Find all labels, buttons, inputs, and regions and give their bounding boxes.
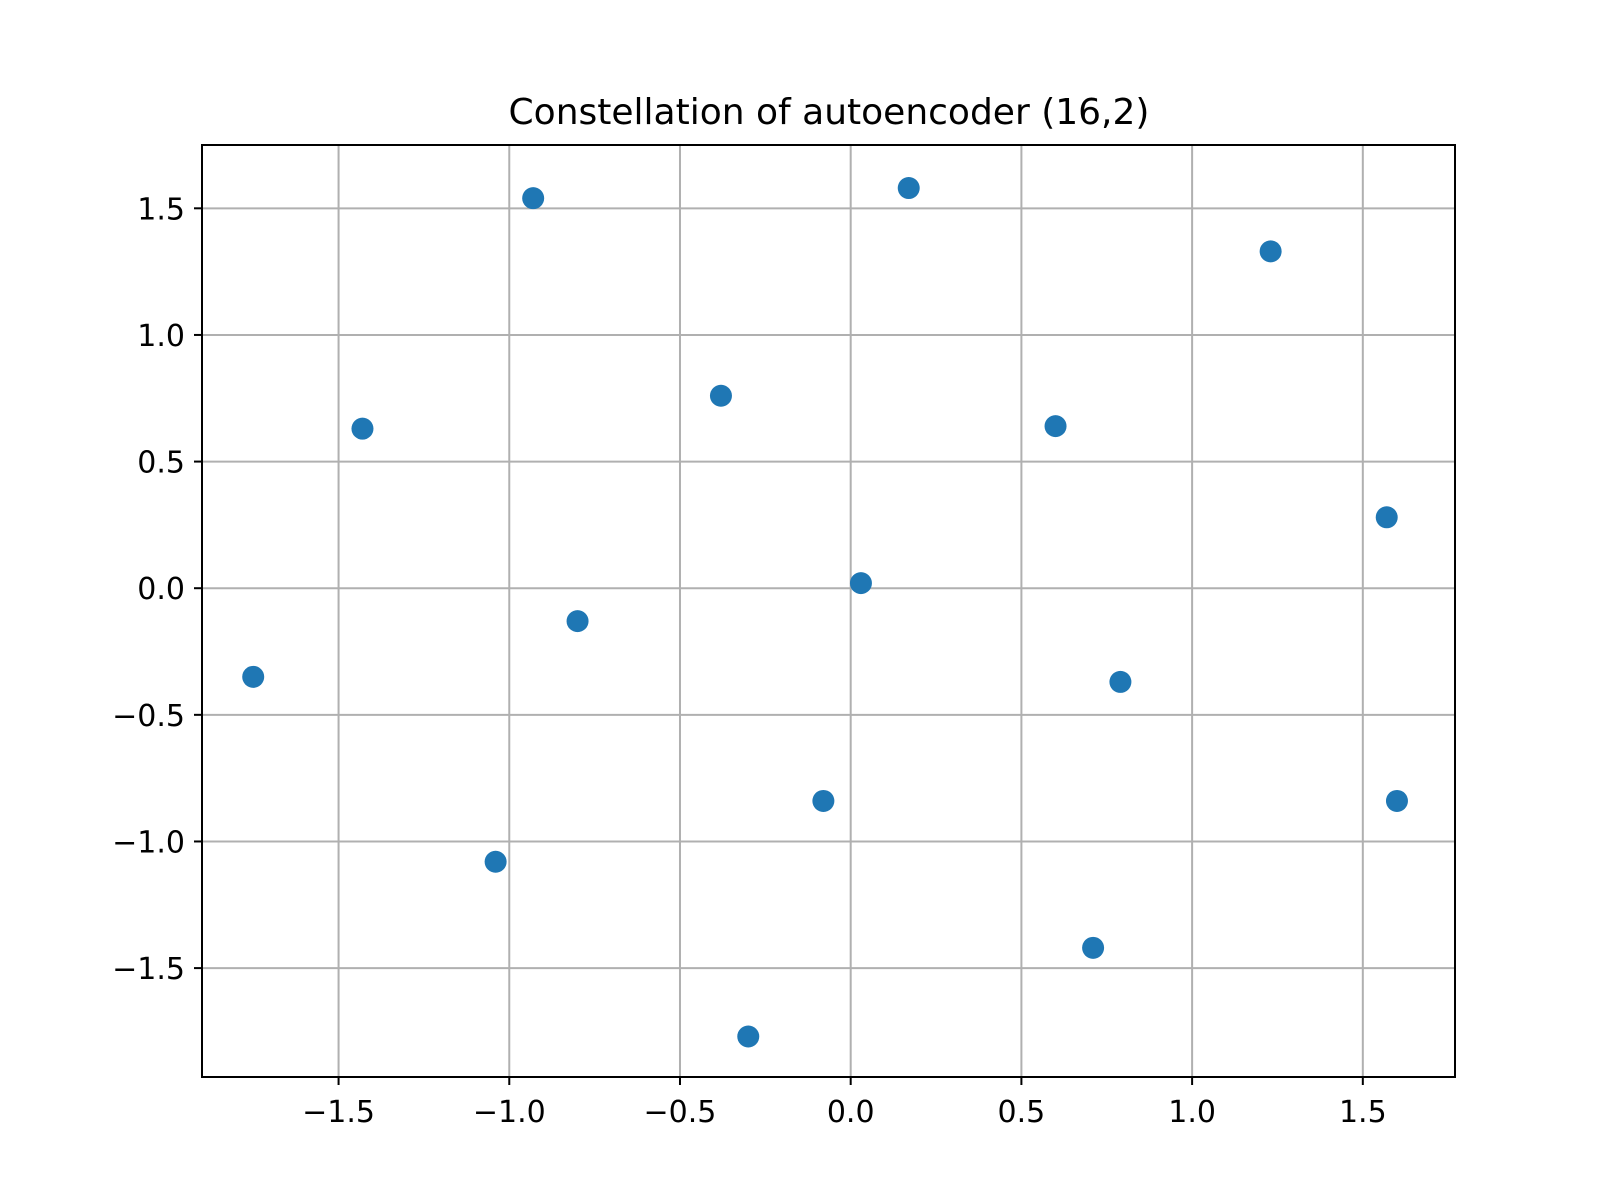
data-point	[566, 610, 589, 633]
x-tick-label: 0.5	[998, 1095, 1046, 1130]
chart-title: Constellation of autoencoder (16,2)	[509, 92, 1150, 133]
y-tick-label: 0.5	[137, 446, 185, 481]
data-point	[1082, 936, 1105, 959]
data-point	[849, 572, 872, 595]
data-point	[1259, 240, 1282, 263]
data-point	[484, 850, 507, 873]
data-point	[351, 417, 374, 440]
data-point	[1385, 789, 1408, 812]
y-tick-label: −1.0	[112, 825, 185, 860]
data-point	[709, 384, 732, 407]
data-point	[1044, 415, 1067, 438]
x-axis: −1.5 −1.0 −0.5 0.0 0.5 1.0 1.5	[302, 1077, 1387, 1130]
data-point	[1109, 670, 1132, 693]
x-tick-label: −1.0	[473, 1095, 546, 1130]
y-axis: 1.5 1.0 0.5 0.0 −0.5 −1.0 −1.5	[112, 192, 202, 987]
data-point	[737, 1025, 760, 1048]
grid	[202, 145, 1455, 1077]
data-point	[242, 665, 265, 688]
y-tick-label: 1.0	[137, 319, 185, 354]
x-tick-label: 1.0	[1168, 1095, 1216, 1130]
y-tick-label: −1.5	[112, 952, 185, 987]
data-points	[242, 177, 1408, 1048]
x-tick-label: −1.5	[302, 1095, 375, 1130]
y-tick-label: 0.0	[137, 572, 185, 607]
y-tick-label: −0.5	[112, 699, 185, 734]
data-point	[522, 187, 545, 210]
x-tick-label: 1.5	[1339, 1095, 1387, 1130]
data-point	[1375, 506, 1398, 529]
x-tick-label: 0.0	[827, 1095, 875, 1130]
plot-frame	[201, 144, 1456, 1078]
x-tick-label: −0.5	[644, 1095, 717, 1130]
y-tick-label: 1.5	[137, 192, 185, 227]
data-point	[812, 789, 835, 812]
data-point	[897, 177, 920, 200]
